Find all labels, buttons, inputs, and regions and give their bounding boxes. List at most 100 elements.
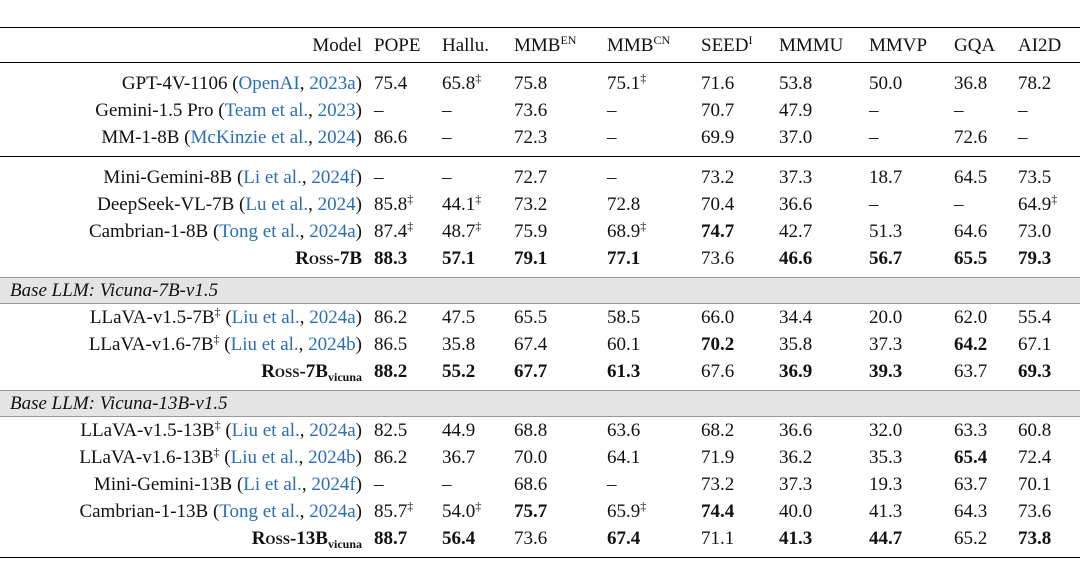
value-cell: – bbox=[607, 127, 617, 148]
citation-link[interactable]: Li et al. bbox=[243, 167, 302, 188]
value-text: 69.3 bbox=[1018, 361, 1052, 382]
citation-link[interactable]: 2024a bbox=[309, 221, 356, 242]
table-block: Base LLM: Vicuna-7B-v1.5 LLaVA-v1.5-7B‡ (… bbox=[0, 277, 1080, 391]
model-cell: Ross-7B bbox=[0, 245, 370, 278]
value-cell: 73.2 bbox=[697, 156, 775, 191]
citation-link[interactable]: 2024 bbox=[317, 127, 356, 148]
value-text: 46.6 bbox=[779, 248, 813, 269]
value-cell: 61.3 bbox=[603, 358, 697, 391]
value-cell: 68.8 bbox=[514, 420, 548, 441]
value-text: 85.7 bbox=[374, 501, 408, 522]
value-cell: 75.9 bbox=[514, 221, 548, 242]
value-cell: 72.3 bbox=[514, 127, 548, 148]
value-cell: 74.7 bbox=[697, 218, 775, 245]
citation-link[interactable]: Li et al. bbox=[243, 474, 302, 495]
citation-link[interactable]: OpenAI bbox=[238, 73, 300, 94]
citation-link[interactable]: Team et al. bbox=[224, 100, 309, 121]
text-part: EN bbox=[560, 32, 577, 47]
value-text: 74.7 bbox=[701, 221, 735, 242]
value-cell: – bbox=[442, 474, 452, 495]
value-cell: 86.5 bbox=[374, 334, 408, 355]
text-part: ‡ bbox=[213, 445, 220, 459]
citation-link[interactable]: 2024b bbox=[308, 447, 356, 468]
value-text: 56.4 bbox=[442, 528, 476, 549]
citation-link[interactable]: 2024f bbox=[311, 167, 356, 188]
value-cell: 64.5 bbox=[950, 156, 1014, 191]
text-part: vicuna bbox=[327, 537, 362, 551]
footnote-mark: ‡ bbox=[475, 499, 482, 513]
value-cell: 35.8 bbox=[779, 334, 813, 355]
table-block: GPT-4V-1106 (OpenAI, 2023a) 75.4 65.8‡ 75.8… bbox=[0, 63, 1080, 157]
value-cell: 64.6 bbox=[954, 221, 988, 242]
text-part: ) bbox=[355, 194, 362, 215]
value-cell: 47.9 bbox=[779, 100, 813, 121]
value-text: 75.1 bbox=[607, 73, 641, 94]
group-label: Base LLM: Vicuna-7B-v1.5 bbox=[0, 277, 1080, 304]
citation-link[interactable]: 2024a bbox=[309, 307, 356, 328]
text-part: , bbox=[299, 221, 310, 242]
table-row: LLaVA-v1.5-7B‡ (Liu et al., 2024a) 86.2 47… bbox=[0, 304, 1080, 332]
value-cell: 68.6 bbox=[514, 474, 548, 495]
value-text: 36.9 bbox=[779, 361, 813, 382]
citation-link[interactable]: 2024 bbox=[317, 194, 356, 215]
value-cell: 34.4 bbox=[779, 307, 813, 328]
text-part: ( bbox=[220, 420, 232, 441]
citation-link[interactable]: Liu et al. bbox=[230, 334, 299, 355]
citation-link[interactable]: Lu et al. bbox=[245, 194, 309, 215]
text-part: ) bbox=[355, 167, 362, 188]
value-cell: 82.5 bbox=[374, 420, 408, 441]
value-text: 65.8 bbox=[442, 73, 476, 94]
value-cell: 41.3 bbox=[775, 525, 865, 558]
text-part: , bbox=[301, 474, 312, 495]
citation-link[interactable]: 2023 bbox=[317, 100, 356, 121]
value-cell: 68.2 bbox=[701, 420, 735, 441]
value-cell: – bbox=[1018, 127, 1028, 148]
model-cell: DeepSeek-VL-7B (Lu et al., 2024) bbox=[0, 191, 370, 218]
citation-link[interactable]: Liu et al. bbox=[230, 447, 299, 468]
value-cell: 73.8 bbox=[1014, 525, 1080, 558]
citation-link[interactable]: 2024b bbox=[308, 334, 356, 355]
value-cell: – bbox=[607, 474, 617, 495]
footnote-mark: ‡ bbox=[1051, 192, 1058, 206]
group-label-row: Base LLM: Vicuna-13B-v1.5 bbox=[0, 390, 1080, 417]
text-part: MM-1-8B ( bbox=[101, 127, 191, 148]
column-header: MMVP bbox=[865, 27, 950, 63]
footnote-mark: ‡ bbox=[640, 71, 647, 85]
value-cell: 72.7 bbox=[510, 156, 603, 191]
text-part: MMB bbox=[607, 34, 654, 56]
value-cell: 63.6 bbox=[607, 420, 641, 441]
citation-link[interactable]: 2024f bbox=[311, 474, 356, 495]
value-text: 67.4 bbox=[607, 528, 641, 549]
value-cell: – bbox=[869, 127, 879, 148]
citation-link[interactable]: Tong et al. bbox=[219, 501, 300, 522]
value-cell: 36.7 bbox=[442, 447, 476, 468]
column-header: AI2D bbox=[1014, 27, 1080, 63]
text-part: CN bbox=[653, 32, 671, 47]
model-cell: Cambrian-1-8B (Tong et al., 2024a) bbox=[0, 218, 370, 245]
text-part: ) bbox=[355, 334, 362, 355]
text-part: LLaVA-v1.6-13B bbox=[79, 447, 214, 468]
citation-link[interactable]: Liu et al. bbox=[231, 420, 300, 441]
value-text: 64.9 bbox=[1018, 194, 1052, 215]
value-cell: 88.2 bbox=[370, 358, 438, 391]
value-cell: 74.4 bbox=[697, 498, 775, 525]
value-text: 57.1 bbox=[442, 248, 476, 269]
value-cell: 62.0 bbox=[954, 307, 988, 328]
text-part: , bbox=[301, 167, 312, 188]
table-row: DeepSeek-VL-7B (Lu et al., 2024) 85.8‡ 44.… bbox=[0, 191, 1080, 218]
value-text: 79.1 bbox=[514, 248, 548, 269]
value-cell: 71.9 bbox=[701, 447, 735, 468]
citation-link[interactable]: 2024a bbox=[309, 501, 356, 522]
value-cell: 47.5 bbox=[442, 307, 476, 328]
text-part: MMMU bbox=[779, 34, 844, 56]
citation-link[interactable]: 2024a bbox=[309, 420, 356, 441]
value-cell: 64.1 bbox=[607, 447, 641, 468]
citation-link[interactable]: 2023a bbox=[309, 73, 356, 94]
value-cell: – bbox=[603, 156, 697, 191]
citation-link[interactable]: McKinzie et al. bbox=[190, 127, 309, 148]
value-cell: 56.4 bbox=[438, 525, 510, 558]
value-cell: 73.6 bbox=[701, 248, 735, 269]
citation-link[interactable]: Tong et al. bbox=[219, 221, 300, 242]
value-cell: 73.6 bbox=[514, 100, 548, 121]
citation-link[interactable]: Liu et al. bbox=[231, 307, 300, 328]
